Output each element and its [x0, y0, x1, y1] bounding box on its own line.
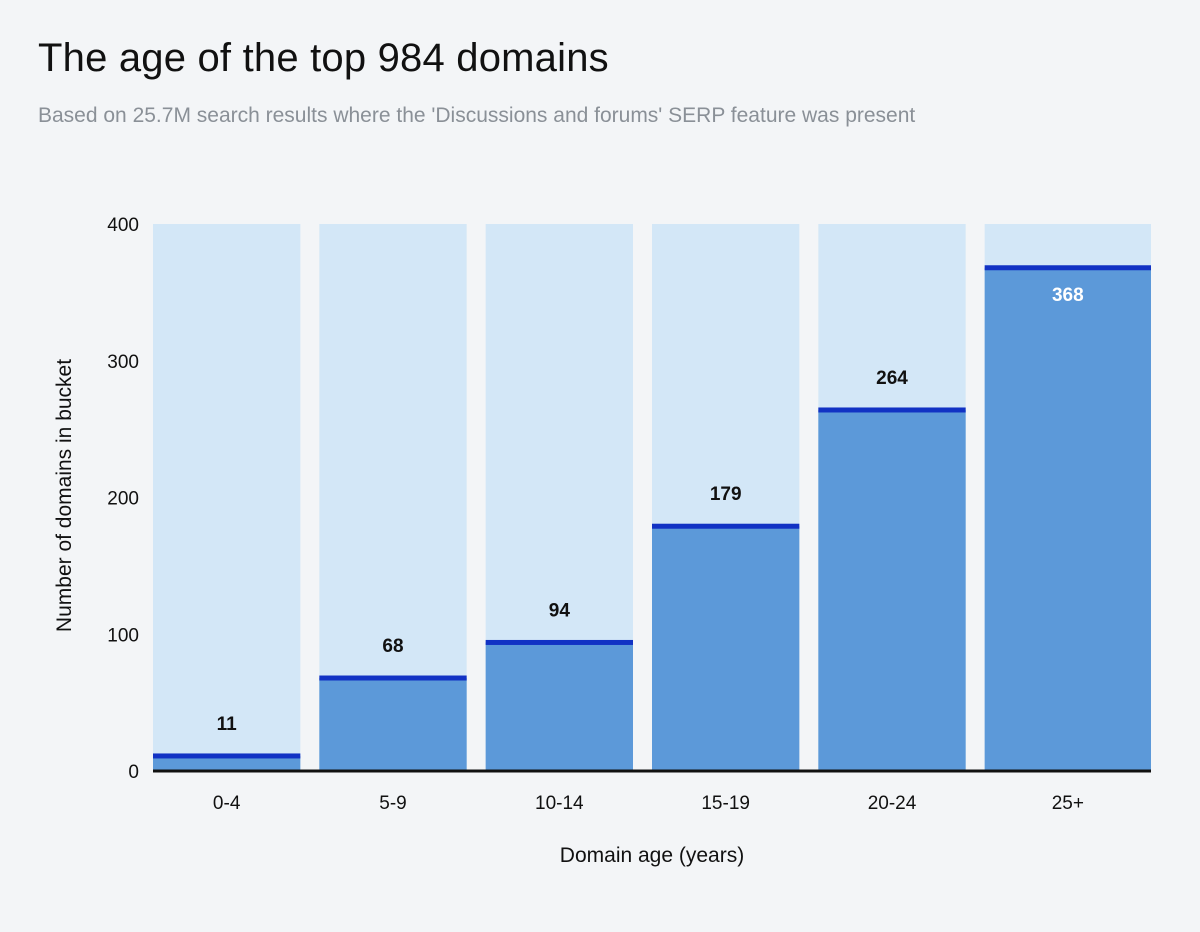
y-tick-label: 0 — [128, 762, 139, 783]
y-tick-label: 100 — [107, 625, 139, 646]
y-axis-ticks: 0 100 200 300 400 — [107, 215, 139, 783]
bar-cap — [319, 675, 467, 681]
y-tick-label: 400 — [107, 215, 139, 236]
bar-cap — [153, 753, 301, 759]
bar — [984, 267, 1151, 771]
x-tick-label: 0-4 — [213, 793, 241, 814]
bars-layer — [153, 224, 1151, 771]
bar-cap — [485, 639, 633, 645]
data-label: 264 — [876, 368, 908, 389]
x-tick-label: 15-19 — [701, 793, 750, 814]
x-tick-label: 20-24 — [868, 793, 917, 814]
data-label: 94 — [549, 600, 571, 621]
chart-title: The age of the top 984 domains — [38, 36, 609, 80]
bar — [485, 642, 633, 771]
data-label: 68 — [382, 636, 403, 657]
chart-subtitle: Based on 25.7M search results where the … — [38, 104, 916, 127]
data-label: 179 — [710, 484, 742, 505]
x-tick-label: 10-14 — [535, 793, 584, 814]
y-tick-label: 300 — [107, 352, 139, 373]
y-axis-title: Number of domains in bucket — [53, 359, 76, 632]
data-labels-layer: 11 68 94 179 264 368 — [217, 285, 1084, 735]
bar — [319, 678, 467, 771]
bar — [652, 526, 800, 771]
x-tick-label: 5-9 — [379, 793, 406, 814]
y-tick-label: 200 — [107, 489, 139, 510]
data-label: 11 — [217, 714, 238, 735]
bar-background — [153, 224, 301, 771]
data-label: 368 — [1052, 285, 1084, 306]
x-axis-title: Domain age (years) — [560, 844, 744, 867]
bar — [153, 755, 301, 771]
bar-cap — [984, 265, 1151, 271]
bar-cap — [652, 523, 800, 529]
bar — [818, 409, 966, 771]
x-tick-label: 25+ — [1052, 793, 1084, 814]
x-axis-ticks: 0-4 5-9 10-14 15-19 20-24 25+ — [213, 793, 1084, 814]
bar-cap — [818, 407, 966, 413]
